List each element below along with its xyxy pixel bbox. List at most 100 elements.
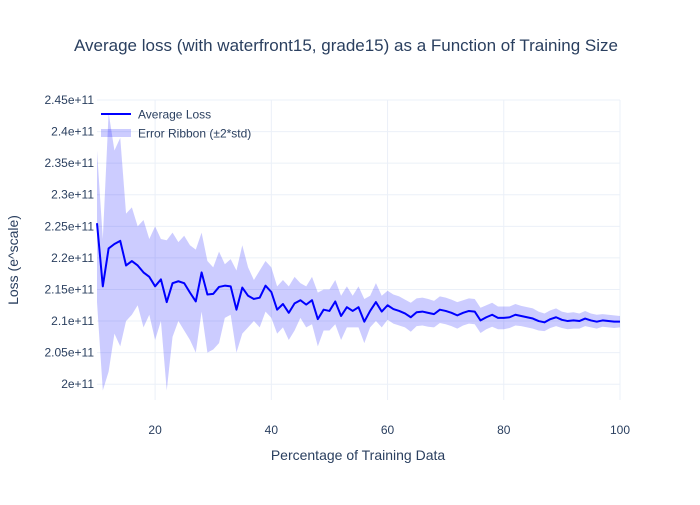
average-loss-point[interactable] — [426, 310, 431, 315]
average-loss-point[interactable] — [304, 302, 309, 307]
average-loss-point[interactable] — [118, 238, 123, 243]
average-loss-point[interactable] — [240, 285, 245, 290]
average-loss-point[interactable] — [542, 320, 547, 325]
average-loss-point[interactable] — [373, 300, 378, 305]
y-tick-label: 2.25e+11 — [45, 219, 95, 233]
average-loss-point[interactable] — [187, 290, 192, 295]
average-loss-point[interactable] — [333, 299, 338, 304]
average-loss-point[interactable] — [280, 302, 285, 307]
average-loss-point[interactable] — [559, 317, 564, 322]
average-loss-point[interactable] — [397, 308, 402, 313]
average-loss-point[interactable] — [391, 307, 396, 312]
average-loss-point[interactable] — [228, 284, 233, 289]
average-loss-point[interactable] — [153, 284, 158, 289]
average-loss-point[interactable] — [583, 316, 588, 321]
average-loss-point[interactable] — [257, 295, 262, 300]
average-loss-point[interactable] — [350, 308, 355, 313]
average-loss-point[interactable] — [217, 284, 222, 289]
average-loss-point[interactable] — [95, 221, 100, 226]
average-loss-point[interactable] — [199, 270, 204, 275]
average-loss-point[interactable] — [513, 312, 518, 317]
average-loss-point[interactable] — [170, 281, 175, 286]
average-loss-point[interactable] — [205, 292, 210, 297]
average-loss-point[interactable] — [100, 284, 105, 289]
average-loss-point[interactable] — [286, 310, 291, 315]
average-loss-point[interactable] — [437, 307, 442, 312]
average-loss-point[interactable] — [362, 319, 367, 324]
average-loss-point[interactable] — [368, 308, 373, 313]
average-loss-point[interactable] — [501, 315, 506, 320]
average-loss-point[interactable] — [536, 319, 541, 324]
average-loss-point[interactable] — [525, 315, 530, 320]
error-ribbon[interactable] — [97, 112, 620, 391]
average-loss-point[interactable] — [530, 316, 535, 321]
average-loss-point[interactable] — [507, 315, 512, 320]
average-loss-point[interactable] — [484, 315, 489, 320]
average-loss-point[interactable] — [577, 319, 582, 324]
average-loss-point[interactable] — [554, 315, 559, 320]
average-loss-point[interactable] — [519, 314, 524, 319]
average-loss-point[interactable] — [402, 311, 407, 316]
average-loss-point[interactable] — [176, 279, 181, 284]
average-loss-point[interactable] — [588, 318, 593, 323]
average-loss-point[interactable] — [565, 319, 570, 324]
average-loss-point[interactable] — [385, 303, 390, 308]
average-loss-point[interactable] — [275, 307, 280, 312]
average-loss-point[interactable] — [310, 298, 315, 303]
y-tick-label: 2.3e+11 — [51, 188, 94, 202]
average-loss-point[interactable] — [344, 305, 349, 310]
average-loss-point[interactable] — [466, 308, 471, 313]
average-loss-point[interactable] — [164, 300, 169, 305]
average-loss-point[interactable] — [251, 296, 256, 301]
average-loss-point[interactable] — [594, 319, 599, 324]
average-loss-point[interactable] — [449, 310, 454, 315]
average-loss-point[interactable] — [327, 308, 332, 313]
average-loss-point[interactable] — [356, 305, 361, 310]
average-loss-point[interactable] — [112, 242, 117, 247]
average-loss-point[interactable] — [618, 319, 623, 324]
y-tick-label: 2.15e+11 — [45, 282, 95, 296]
average-loss-point[interactable] — [455, 313, 460, 318]
legend-label-average-loss: Average Loss — [138, 108, 211, 122]
average-loss-point[interactable] — [234, 307, 239, 312]
average-loss-point[interactable] — [490, 312, 495, 317]
legend-label-error-ribbon: Error Ribbon (±2*std) — [138, 127, 251, 141]
average-loss-point[interactable] — [321, 307, 326, 312]
y-axis-title: Loss (e^scale) — [5, 215, 21, 305]
average-loss-point[interactable] — [472, 309, 477, 314]
average-loss-point[interactable] — [315, 317, 320, 322]
average-loss-point[interactable] — [571, 318, 576, 323]
average-loss-point[interactable] — [606, 319, 611, 324]
average-loss-point[interactable] — [263, 283, 268, 288]
average-loss-point[interactable] — [158, 277, 163, 282]
average-loss-point[interactable] — [495, 315, 500, 320]
average-loss-point[interactable] — [129, 259, 134, 264]
average-loss-point[interactable] — [124, 263, 129, 268]
average-loss-point[interactable] — [612, 319, 617, 324]
average-loss-point[interactable] — [379, 309, 384, 314]
average-loss-point[interactable] — [478, 318, 483, 323]
average-loss-point[interactable] — [432, 312, 437, 317]
average-loss-point[interactable] — [182, 281, 187, 286]
legend[interactable]: Average Loss Error Ribbon (±2*std) — [101, 108, 251, 141]
average-loss-point[interactable] — [420, 309, 425, 314]
average-loss-point[interactable] — [246, 293, 251, 298]
average-loss-line[interactable] — [96, 223, 620, 324]
average-loss-point[interactable] — [600, 318, 605, 323]
average-loss-point[interactable] — [339, 314, 344, 319]
average-loss-point[interactable] — [106, 246, 111, 251]
average-loss-point[interactable] — [548, 317, 553, 322]
average-loss-point[interactable] — [222, 283, 227, 288]
average-loss-point[interactable] — [461, 310, 466, 315]
average-loss-point[interactable] — [443, 308, 448, 313]
average-loss-point[interactable] — [147, 274, 152, 279]
average-loss-point[interactable] — [141, 270, 146, 275]
average-loss-point[interactable] — [135, 263, 140, 268]
average-loss-point[interactable] — [211, 291, 216, 296]
average-loss-point[interactable] — [193, 299, 198, 304]
average-loss-point[interactable] — [414, 310, 419, 315]
average-loss-point[interactable] — [298, 298, 303, 303]
average-loss-point[interactable] — [292, 301, 297, 306]
average-loss-point[interactable] — [269, 290, 274, 295]
average-loss-point[interactable] — [408, 315, 413, 320]
